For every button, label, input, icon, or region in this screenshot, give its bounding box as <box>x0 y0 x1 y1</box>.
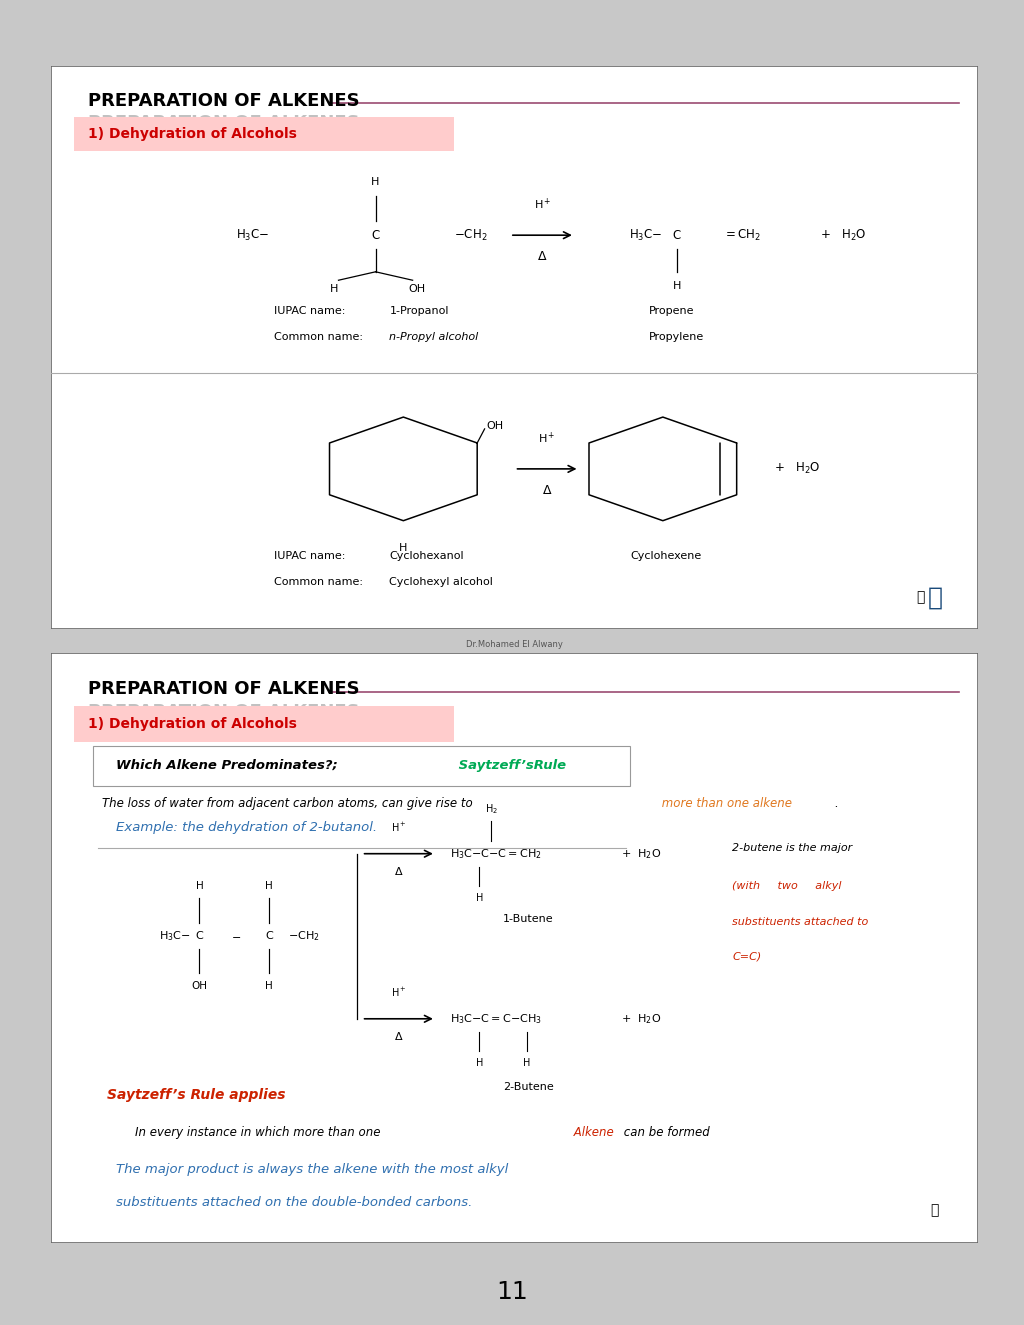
FancyBboxPatch shape <box>51 66 978 629</box>
Text: more than one alkene: more than one alkene <box>658 798 793 810</box>
Text: $+$  H$_2$O: $+$ H$_2$O <box>622 847 662 861</box>
Text: Saytzeff’sRule: Saytzeff’sRule <box>455 759 566 772</box>
Text: Cyclohexyl alcohol: Cyclohexyl alcohol <box>389 576 494 587</box>
Text: H: H <box>372 176 380 187</box>
Text: H: H <box>523 1059 530 1068</box>
Text: H: H <box>673 281 681 292</box>
Text: can be formed: can be formed <box>621 1125 710 1138</box>
Text: H: H <box>476 1059 483 1068</box>
Text: IUPAC name:: IUPAC name: <box>273 551 345 562</box>
Text: 2-Butene: 2-Butene <box>503 1081 554 1092</box>
Text: Alkene: Alkene <box>570 1125 614 1138</box>
Text: IUPAC name:: IUPAC name: <box>273 306 345 317</box>
Text: PREPARATION OF ALKENES: PREPARATION OF ALKENES <box>88 114 359 132</box>
Text: Propene: Propene <box>649 306 694 317</box>
Text: 1) Dehydration of Alcohols: 1) Dehydration of Alcohols <box>88 127 297 140</box>
Text: Cyclohexene: Cyclohexene <box>631 551 701 562</box>
Text: $-$CH$_2$: $-$CH$_2$ <box>455 228 487 242</box>
Text: PREPARATION OF ALKENES: PREPARATION OF ALKENES <box>88 680 359 698</box>
Text: H: H <box>265 881 272 892</box>
Text: The major product is always the alkene with the most alkyl: The major product is always the alkene w… <box>116 1162 508 1175</box>
Text: 📚: 📚 <box>916 591 925 604</box>
Text: C: C <box>196 931 204 941</box>
Text: H$_3$C$-$: H$_3$C$-$ <box>630 228 663 242</box>
Text: $+$   H$_2$O: $+$ H$_2$O <box>774 461 820 477</box>
FancyBboxPatch shape <box>51 653 978 1243</box>
Text: H$_3$C$-$: H$_3$C$-$ <box>236 228 269 242</box>
Text: H: H <box>196 881 204 892</box>
Text: $\Delta$: $\Delta$ <box>394 1031 403 1043</box>
Text: H$^+$: H$^+$ <box>539 431 556 445</box>
Text: PREPARATION OF ALKENES: PREPARATION OF ALKENES <box>88 704 359 721</box>
Text: H: H <box>399 543 408 554</box>
Text: H$^+$: H$^+$ <box>534 196 551 212</box>
Text: H: H <box>265 982 272 991</box>
Text: 1-Butene: 1-Butene <box>503 913 554 924</box>
Text: $\Delta$: $\Delta$ <box>538 250 548 264</box>
Text: H: H <box>330 284 338 294</box>
Text: $+$  H$_2$O: $+$ H$_2$O <box>622 1012 662 1026</box>
Text: substituents attached on the double-bonded carbons.: substituents attached on the double-bond… <box>116 1196 472 1210</box>
Text: Cyclohexanol: Cyclohexanol <box>389 551 464 562</box>
Text: $+$   H$_2$O: $+$ H$_2$O <box>820 228 866 242</box>
Text: Example: the dehydration of 2-butanol.: Example: the dehydration of 2-butanol. <box>116 820 377 833</box>
Text: The loss of water from adjacent carbon atoms, can give rise to: The loss of water from adjacent carbon a… <box>102 798 473 810</box>
Text: H$_3$C$-$C$=$C$-$CH$_3$: H$_3$C$-$C$=$C$-$CH$_3$ <box>450 1012 542 1026</box>
Text: C: C <box>265 931 272 941</box>
Text: 11: 11 <box>496 1280 528 1304</box>
Text: Dr.Mohamed El Alwany: Dr.Mohamed El Alwany <box>466 640 563 649</box>
Text: Saytzeff’s Rule applies: Saytzeff’s Rule applies <box>106 1088 286 1102</box>
Text: $=$CH$_2$: $=$CH$_2$ <box>723 228 761 242</box>
Text: 2-butene is the major: 2-butene is the major <box>732 843 853 853</box>
Text: OH: OH <box>486 421 504 431</box>
Text: C: C <box>673 229 681 241</box>
Text: Common name:: Common name: <box>273 331 362 342</box>
FancyBboxPatch shape <box>75 117 455 151</box>
Text: $\Delta$: $\Delta$ <box>394 865 403 877</box>
Text: .: . <box>835 798 838 810</box>
Text: C=C): C=C) <box>732 951 762 962</box>
FancyBboxPatch shape <box>93 746 631 786</box>
Text: Propylene: Propylene <box>649 331 705 342</box>
Text: substituents attached to: substituents attached to <box>732 917 868 926</box>
Text: ⬛: ⬛ <box>928 586 942 610</box>
FancyBboxPatch shape <box>75 706 455 742</box>
Text: H$_3$C$-$: H$_3$C$-$ <box>159 929 190 943</box>
Text: H$^+$: H$^+$ <box>391 986 407 999</box>
Text: H$_3$C$-$C$-$C$=$CH$_2$: H$_3$C$-$C$-$C$=$CH$_2$ <box>450 847 542 861</box>
Text: H$^+$: H$^+$ <box>391 820 407 833</box>
Text: H$_2$: H$_2$ <box>485 803 498 816</box>
Text: $-$CH$_2$: $-$CH$_2$ <box>288 929 319 943</box>
Text: 📚: 📚 <box>931 1203 939 1216</box>
Text: H: H <box>476 893 483 902</box>
Text: Which Alkene Predominates?;: Which Alkene Predominates?; <box>116 759 338 772</box>
Text: PREPARATION OF ALKENES: PREPARATION OF ALKENES <box>88 91 359 110</box>
Text: $-$: $-$ <box>231 931 242 941</box>
Text: $\Delta$: $\Delta$ <box>542 484 552 497</box>
Text: OH: OH <box>409 284 426 294</box>
Text: 1-Propanol: 1-Propanol <box>389 306 449 317</box>
Text: 1) Dehydration of Alcohols: 1) Dehydration of Alcohols <box>88 717 297 731</box>
Text: OH: OH <box>191 982 208 991</box>
Text: Common name:: Common name: <box>273 576 362 587</box>
Text: C: C <box>372 229 380 241</box>
Text: In every instance in which more than one: In every instance in which more than one <box>134 1125 380 1138</box>
Text: (with     two     alkyl: (with two alkyl <box>732 881 842 892</box>
Text: n-Propyl alcohol: n-Propyl alcohol <box>389 331 478 342</box>
